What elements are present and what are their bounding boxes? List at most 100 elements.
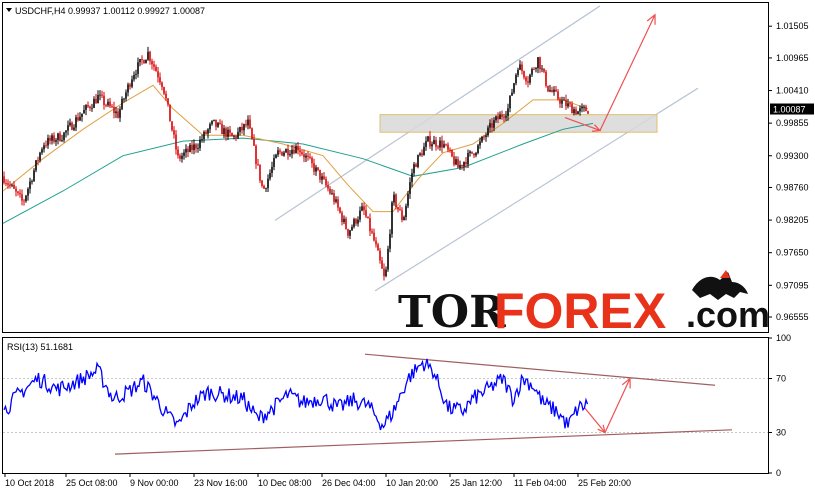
candle-body — [103, 95, 105, 105]
candle-body — [75, 117, 77, 128]
candle-body — [213, 119, 215, 121]
candle-body — [527, 81, 529, 83]
candle-body — [83, 109, 85, 114]
price-tick-label: 0.99300 — [776, 151, 809, 161]
candle-body — [241, 126, 243, 131]
candle-body — [55, 140, 57, 142]
candle-body — [517, 69, 519, 75]
forecast-arrow — [564, 13, 656, 132]
candle-body — [229, 129, 231, 133]
candle-body — [109, 101, 111, 107]
candle-body — [115, 111, 117, 114]
candle-body — [377, 244, 379, 251]
candle-body — [321, 176, 323, 180]
candle-body — [179, 155, 181, 159]
time-tick-label: 25 Feb 20:00 — [578, 478, 631, 488]
rsi-trend-upper — [364, 353, 716, 386]
candle-body — [579, 108, 581, 112]
candle-body — [207, 129, 209, 134]
candle-body — [345, 218, 347, 230]
candle-body — [299, 150, 301, 153]
candle-body — [339, 207, 341, 213]
candle-body — [29, 181, 31, 189]
candle-body — [217, 122, 219, 127]
candle-body — [79, 116, 81, 121]
price-tick-label: 0.98205 — [776, 215, 809, 225]
candle-body — [337, 199, 339, 208]
bull-bear-icon — [692, 270, 748, 300]
candle-body — [147, 51, 149, 60]
candle-body — [269, 173, 271, 179]
rsi-tick-label: 100 — [776, 333, 791, 343]
candle-body — [35, 160, 37, 171]
candle-body — [69, 122, 71, 126]
candle-body — [417, 155, 419, 167]
price-axis: 1.01505 1.00965 1.00410 0.99855 0.99300 0.987… — [768, 21, 809, 322]
candle-body — [405, 205, 407, 218]
candle-body — [457, 159, 459, 168]
candle-body — [443, 144, 445, 148]
candle-body — [293, 149, 295, 154]
candle-body — [475, 153, 477, 156]
candle-body — [257, 163, 259, 165]
candle-body — [225, 128, 227, 137]
candle-body — [305, 155, 307, 158]
candle-body — [485, 135, 487, 138]
candle-body — [363, 206, 365, 211]
candle-body — [459, 165, 461, 168]
candle-body — [279, 150, 281, 152]
candle-body — [303, 154, 305, 158]
candle-body — [379, 250, 381, 261]
candle-body — [449, 149, 451, 151]
rsi-trend-lower — [114, 429, 733, 455]
dropdown-triangle-icon[interactable] — [6, 8, 12, 12]
rsi-plot[interactable] — [3, 353, 768, 455]
candle-body — [585, 106, 587, 112]
candle-body — [503, 116, 505, 118]
candle-body — [341, 212, 343, 223]
candle-body — [171, 121, 173, 131]
candle-body — [539, 57, 541, 70]
candle-body — [209, 124, 211, 130]
candle-body — [495, 116, 497, 121]
time-tick-label: 11 Feb 04:00 — [514, 478, 566, 488]
rsi-forecast-path — [584, 378, 631, 434]
candle-body — [347, 229, 349, 236]
candle-body — [205, 131, 207, 134]
candle-body — [525, 77, 527, 82]
price-tick-label: 1.00965 — [776, 53, 809, 63]
candle-body — [461, 165, 463, 167]
moving-averages — [2, 84, 594, 224]
candle-body — [415, 164, 417, 167]
candle-body — [521, 64, 523, 72]
candle-body — [357, 219, 359, 224]
candle-body — [99, 94, 101, 96]
candle-body — [407, 193, 409, 206]
candle-body — [253, 139, 255, 146]
candle-body — [211, 120, 213, 125]
candle-body — [519, 64, 521, 70]
candle-body — [107, 101, 109, 106]
candle-body — [477, 145, 479, 154]
candle-body — [133, 74, 135, 80]
candle-body — [81, 113, 83, 117]
candle-body — [9, 184, 11, 186]
candle-body — [547, 85, 549, 92]
candle-body — [439, 140, 441, 148]
candle-body — [201, 139, 203, 140]
candle-body — [441, 140, 443, 148]
candle-body — [53, 135, 55, 142]
candle-body — [203, 131, 205, 140]
candle-body — [27, 188, 29, 196]
candle-body — [125, 92, 127, 99]
candle-body — [37, 160, 39, 162]
rsi-tick-label: 70 — [776, 374, 786, 384]
candle-body — [141, 59, 143, 61]
ma-slow-line — [2, 122, 594, 224]
candle-body — [381, 260, 383, 269]
candle-body — [191, 144, 193, 151]
main-price-plot[interactable] — [2, 5, 699, 292]
candle-body — [127, 84, 129, 93]
candle-body — [531, 69, 533, 75]
